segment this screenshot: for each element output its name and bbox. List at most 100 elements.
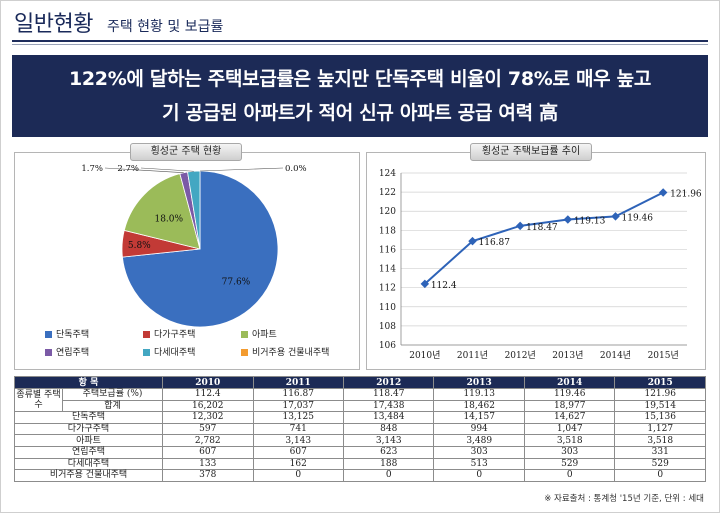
table-cell: 1,047 — [523, 422, 616, 436]
table-row: 종류별 주택수 주택보급률 (%) 112.4 116.87 118.47 119.13 1… — [14, 387, 706, 413]
page-subtitle: 주택 현황 및 보급률 — [106, 19, 224, 35]
table-header-cell: 2011 — [252, 376, 344, 389]
data-point — [611, 212, 620, 221]
x-tick-label: 2010년 — [409, 350, 440, 361]
table-cell: 13,484 — [342, 411, 435, 424]
table-cell: 741 — [252, 422, 344, 436]
table-cell: 848 — [342, 422, 435, 436]
table-cell: 3,489 — [433, 434, 525, 447]
y-tick-label: 108 — [379, 322, 396, 332]
table-row-label: 아파트 — [13, 434, 164, 447]
y-tick-label: 122 — [379, 188, 396, 198]
legend-item: 연립주택 — [45, 345, 89, 358]
table-group-label: 종류별 주택수 — [14, 387, 63, 413]
table-cell: 119.46 — [523, 388, 616, 401]
table-cell: 331 — [614, 445, 706, 459]
table-cell: 597 — [162, 422, 254, 436]
legend-item: 다가구주택 — [143, 327, 195, 340]
table-cell: 1,127 — [614, 422, 706, 436]
data-point — [468, 236, 477, 246]
data-label: 119.13 — [574, 217, 606, 227]
table-cell: 3,143 — [252, 434, 344, 447]
x-tick-label: 2012년 — [505, 350, 536, 361]
pie-leader-line — [199, 167, 284, 172]
table-cell: 17,037 — [252, 399, 344, 413]
table-row: 다세대주택 133 162 188 513 529 529 — [13, 457, 706, 471]
source-note: ※ 자료출처 : 통계청 '15년 기준, 단위 : 세대 — [544, 494, 704, 504]
banner-line-1: 122%에 달하는 주택보급률은 높지만 단독주택 비율이 78%로 매우 높고 — [68, 68, 652, 90]
table-cell: 3,518 — [614, 434, 706, 447]
pie-chart: 77.6% 5.8% 18.0% 1.7% 2.7% 0.0% — [81, 164, 307, 327]
table-cell: 16,202 — [162, 399, 254, 413]
table-cell: 14,627 — [523, 411, 616, 424]
y-tick-label: 106 — [379, 341, 396, 351]
table-row-label: 연립주택 — [13, 445, 164, 459]
table-row-label: 합계 — [61, 399, 164, 413]
table-cell: 12,302 — [162, 411, 254, 424]
table-cell: 529 — [523, 457, 616, 471]
header-divider-thin — [12, 44, 708, 45]
x-tick-label: 2011년 — [457, 350, 488, 361]
table-cell: 133 — [162, 457, 254, 471]
table-cell: 0 — [342, 469, 435, 482]
legend-item: 비거주용 건물내주택 — [241, 345, 329, 358]
table-header-cell: 2012 — [342, 376, 435, 389]
legend-label: 다가구주택 — [154, 330, 196, 340]
y-tick-label: 118 — [379, 226, 396, 236]
table-cell: 0 — [433, 469, 525, 482]
table-cell: 0 — [523, 469, 616, 482]
data-point — [515, 221, 525, 231]
y-tick-label: 116 — [379, 245, 396, 255]
table-header-cell: 항 목 — [13, 376, 164, 389]
pie-slice-label: 18.0% — [154, 214, 183, 224]
table-cell: 513 — [433, 457, 525, 471]
table-row: 아파트 2,782 3,143 3,143 3,489 3,518 3,518 — [13, 434, 706, 447]
y-tick-label: 110 — [379, 303, 396, 313]
legend-item: 단독주택 — [45, 327, 89, 340]
legend-label: 연립주택 — [56, 348, 90, 358]
table-row-label: 다가구주택 — [13, 422, 164, 436]
table-cell: 0 — [252, 469, 344, 482]
table-cell: 121.96 — [614, 388, 706, 401]
table-header-cell: 2013 — [433, 376, 525, 389]
table-cell: 112.4 — [162, 388, 254, 401]
legend-label: 다세대주택 — [154, 348, 196, 358]
legend-item: 다세대주택 — [143, 345, 195, 358]
table-cell: 3,518 — [523, 434, 616, 447]
table-row-label: 단독주택 — [13, 411, 164, 424]
table-cell: 994 — [433, 422, 525, 436]
legend-swatch — [241, 331, 248, 338]
table-cell: 303 — [433, 445, 525, 459]
table-cell: 118.47 — [342, 388, 435, 401]
x-tick-label: 2014년 — [600, 350, 631, 361]
x-tick-label: 2015년 — [648, 350, 679, 361]
legend-swatch — [143, 349, 150, 356]
table-row: 비거주용 건물내주택 378 0 0 0 0 0 — [13, 469, 706, 482]
table-cell: 607 — [162, 445, 254, 459]
housing-table: 항 목 2010 2011 2012 2013 2014 2015 종류별 주택… — [13, 376, 706, 482]
legend-swatch — [45, 349, 52, 356]
x-tick-label: 2013년 — [552, 350, 583, 361]
legend-swatch — [143, 331, 150, 338]
table-row-label: 주택보급률 (%) — [61, 388, 164, 401]
table-cell: 13,125 — [252, 411, 344, 424]
table-cell: 3,143 — [342, 434, 435, 447]
table-cell: 607 — [252, 445, 344, 459]
pie-slice-label: 2.7% — [117, 164, 139, 174]
y-tick-label: 112 — [379, 284, 396, 294]
legend-label: 단독주택 — [56, 330, 90, 340]
data-label: 118.47 — [526, 223, 558, 233]
summary-banner: 122%에 달하는 주택보급률은 높지만 단독주택 비율이 78%로 매우 높고… — [12, 55, 708, 137]
data-point — [658, 188, 668, 197]
data-point — [563, 215, 573, 224]
data-label: 121.96 — [670, 189, 702, 199]
table-cell: 116.87 — [252, 388, 344, 401]
y-tick-label: 114 — [379, 265, 396, 275]
header-divider — [12, 40, 708, 42]
legend-label: 아파트 — [252, 330, 277, 340]
pie-slice-label: 5.8% — [128, 241, 151, 251]
page-title: 일반현황 — [14, 12, 93, 37]
table-row: 다가구주택 597 741 848 994 1,047 1,127 — [13, 422, 706, 436]
pie-leader-line — [104, 167, 184, 174]
table-header-cell: 2015 — [614, 376, 706, 389]
